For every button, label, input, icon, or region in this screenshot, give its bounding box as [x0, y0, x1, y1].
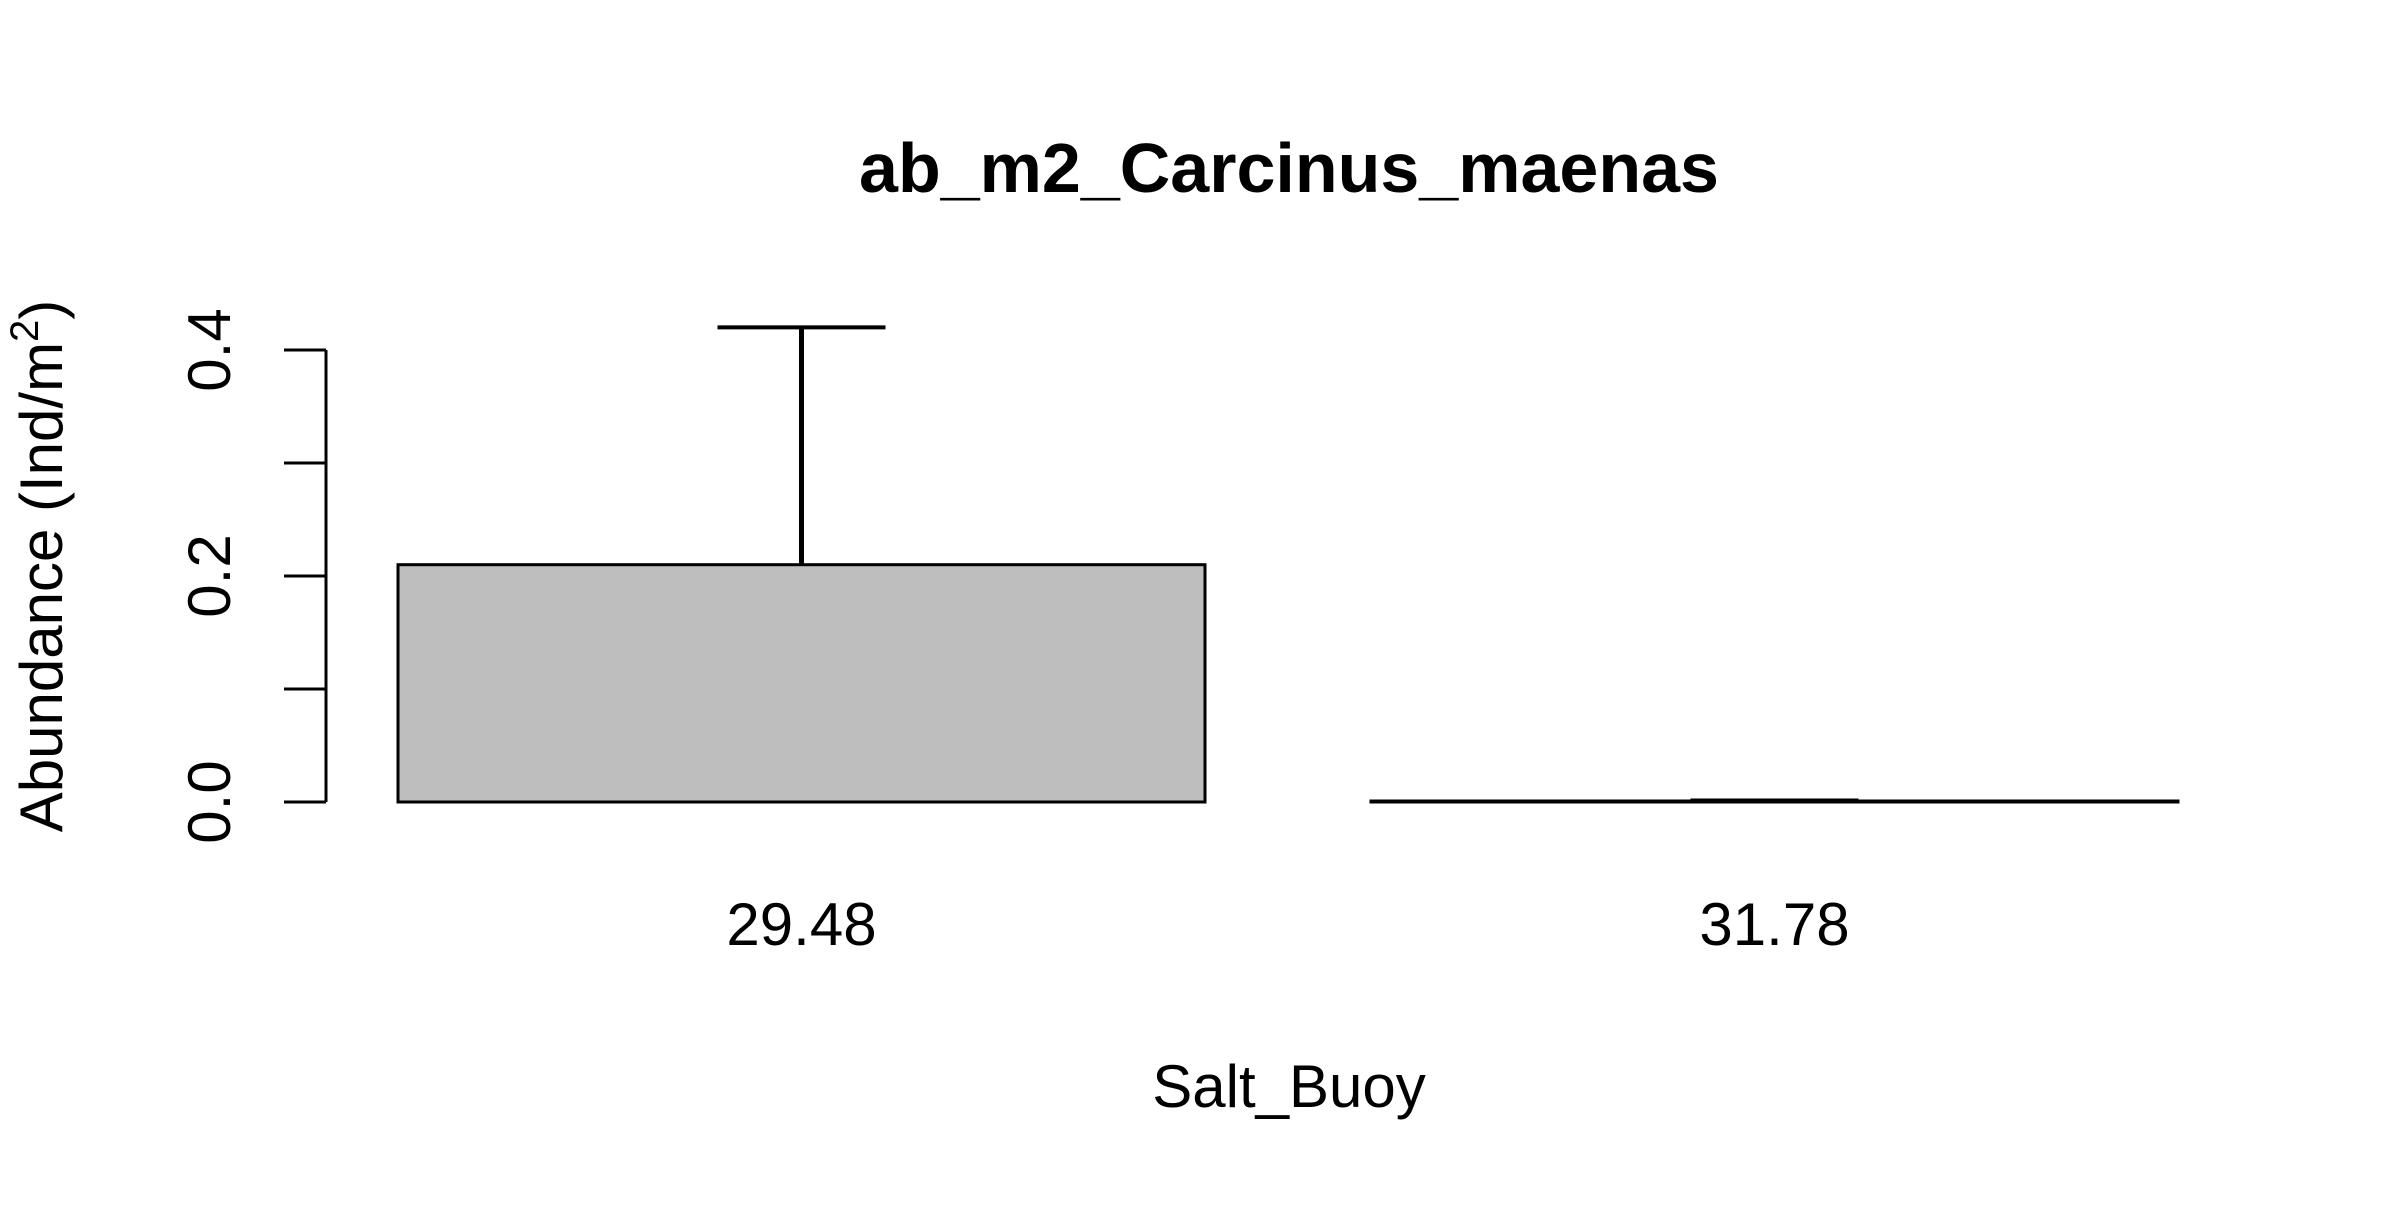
y-axis-label: Abundance (Ind/m2)	[3, 300, 75, 833]
y-tick-label: 0.2	[176, 534, 243, 617]
bar	[396, 563, 1207, 804]
x-tick-labels: 29.48 31.78	[726, 891, 1849, 958]
x-tick-label: 29.48	[726, 891, 876, 958]
y-axis: 0.0 0.2 0.4	[176, 308, 328, 844]
x-axis-label: Salt_Buoy	[1152, 1053, 1426, 1120]
x-tick-label: 31.78	[1699, 891, 1849, 958]
y-axis-label-superscript: 2	[3, 320, 47, 342]
chart-title: ab_m2_Carcinus_maenas	[859, 129, 1719, 207]
y-axis-label-main: Abundance (Ind/m	[8, 342, 75, 832]
y-axis-label-close: )	[8, 300, 75, 320]
bars	[396, 325, 2180, 804]
y-tick-label: 0.4	[176, 308, 243, 391]
y-tick-label: 0.0	[176, 760, 243, 843]
